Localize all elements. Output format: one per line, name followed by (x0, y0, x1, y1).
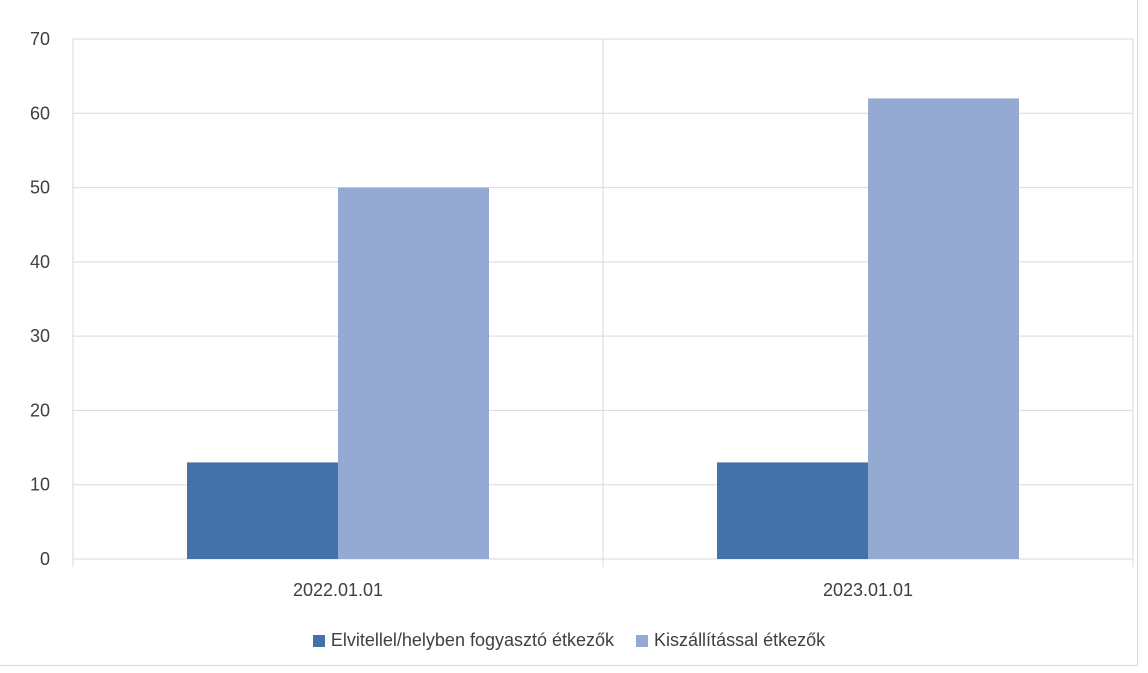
bar-series-1-1 (187, 462, 338, 559)
legend-label-series-2: Kiszállítással étkezők (654, 630, 825, 651)
y-tick-label: 20 (30, 400, 50, 420)
legend-item-series-2: Kiszállítással étkezők (636, 630, 825, 651)
y-tick-label: 10 (30, 475, 50, 495)
y-tick-label: 40 (30, 252, 50, 272)
bar-series-2-2 (868, 98, 1019, 559)
x-tick-label: 2023.01.01 (823, 580, 913, 600)
y-tick-label: 70 (30, 29, 50, 49)
legend-label-series-1: Elvitellel/helyben fogyasztó étkezők (331, 630, 614, 651)
y-tick-label: 50 (30, 178, 50, 198)
bar-series-1-2 (717, 462, 868, 559)
legend-swatch-series-1 (313, 635, 325, 647)
legend-item-series-1: Elvitellel/helyben fogyasztó étkezők (313, 630, 614, 651)
x-tick-label: 2022.01.01 (293, 580, 383, 600)
y-tick-label: 0 (40, 549, 50, 569)
legend-swatch-series-2 (636, 635, 648, 647)
legend: Elvitellel/helyben fogyasztó étkezők Kis… (0, 630, 1138, 651)
bar-series-2-1 (338, 188, 489, 559)
y-tick-label: 60 (30, 103, 50, 123)
y-tick-label: 30 (30, 326, 50, 346)
